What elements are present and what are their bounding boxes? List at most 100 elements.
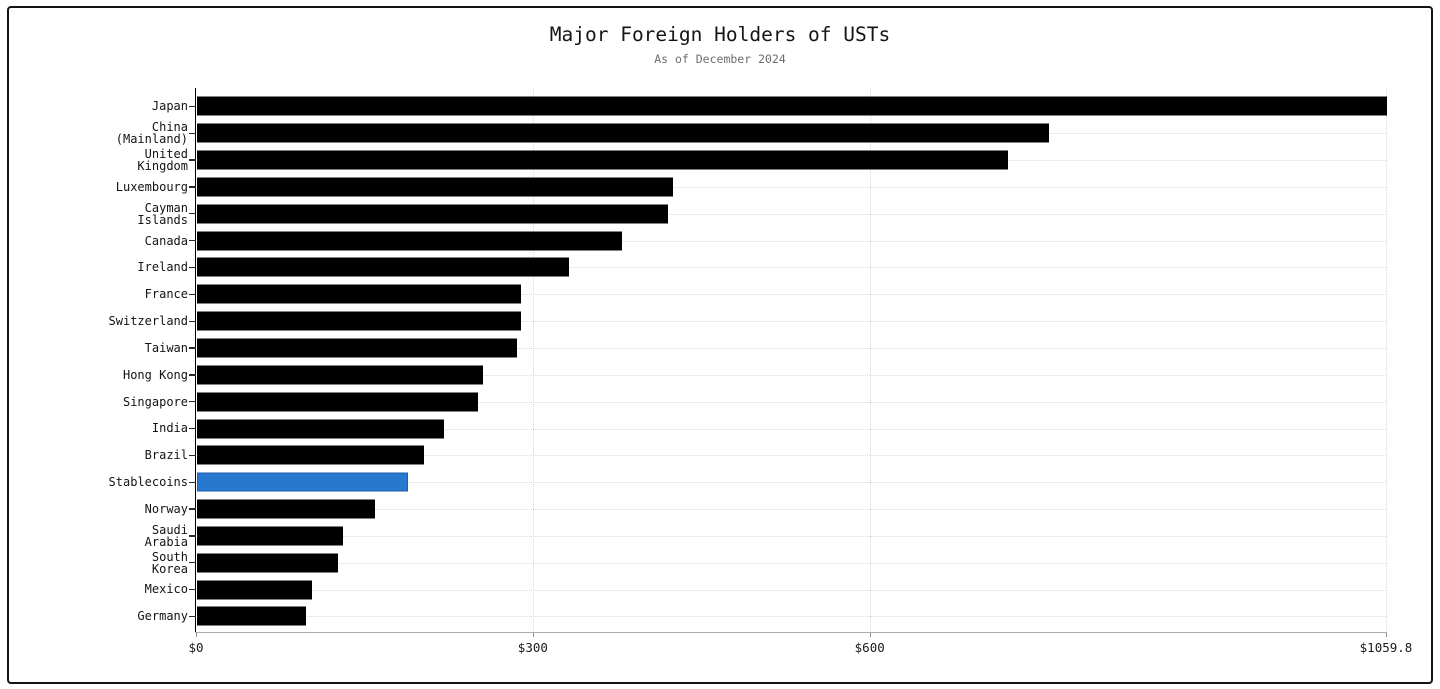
- bar-saudi-arabia: [197, 526, 343, 546]
- bar-norway: [197, 499, 375, 519]
- bar-row: Hong Kong: [0, 361, 1440, 388]
- gridline-horizontal: [197, 482, 1386, 484]
- bar-china-mainland: [197, 123, 1050, 143]
- bar-row: Germany: [0, 603, 1440, 630]
- y-tick-mark: [189, 562, 196, 564]
- bar-track: [196, 281, 1386, 308]
- y-tick-mark: [189, 266, 196, 269]
- y-tick-mark: [189, 615, 196, 618]
- x-axis-spine: [195, 632, 1387, 633]
- gridline-horizontal: [197, 374, 1386, 376]
- category-label: Switzerland: [108, 314, 188, 329]
- bar-track: [196, 335, 1386, 362]
- bar-row: Singapore: [0, 388, 1440, 415]
- bar-track: [196, 308, 1386, 335]
- bar-row: South Korea: [0, 549, 1440, 576]
- bar-row: Mexico: [0, 576, 1440, 603]
- bar-track: [196, 442, 1386, 469]
- category-label: Stablecoins: [108, 475, 188, 490]
- gridline-horizontal: [197, 562, 1386, 564]
- bar-row: Taiwan: [0, 335, 1440, 362]
- bar-south-korea: [197, 553, 338, 573]
- y-tick-mark: [189, 481, 196, 483]
- bar-track: [196, 576, 1386, 603]
- category-label: China (Mainland): [115, 120, 188, 147]
- gridline-horizontal: [197, 213, 1386, 215]
- x-tick-mark: [1386, 633, 1387, 637]
- bar-hong-kong: [197, 365, 484, 385]
- bar-row: Saudi Arabia: [0, 523, 1440, 550]
- gridline-horizontal: [197, 589, 1386, 591]
- category-label: Cayman Islands: [137, 200, 188, 227]
- bar-france: [197, 284, 522, 304]
- y-tick-mark: [189, 508, 196, 510]
- bar-row: Luxembourg: [0, 174, 1440, 201]
- bar-track: [196, 469, 1386, 496]
- bar-row: Japan: [0, 93, 1440, 120]
- bar-row: Stablecoins: [0, 469, 1440, 496]
- x-tick-label: $300: [517, 640, 548, 655]
- x-axis-ticks: $0 $300 $600 $1059.8: [188, 632, 1412, 666]
- bar-row: France: [0, 281, 1440, 308]
- gridline-vertical: [532, 88, 534, 633]
- bar-row: United Kingdom: [0, 147, 1440, 174]
- bar-row: Cayman Islands: [0, 200, 1440, 227]
- bar-singapore: [197, 392, 478, 412]
- bar-row: Norway: [0, 496, 1440, 523]
- bar-track: [196, 147, 1386, 174]
- y-tick-mark: [189, 320, 196, 322]
- bar-brazil: [197, 445, 424, 465]
- bar-ireland: [197, 257, 569, 277]
- y-tick-mark: [189, 454, 196, 457]
- x-tick-label: $0: [188, 640, 204, 655]
- vertical-gridlines: [196, 88, 1387, 633]
- gridline-horizontal: [197, 401, 1386, 403]
- y-axis-spine: [195, 88, 196, 633]
- gridline-horizontal: [197, 294, 1386, 296]
- gridline-horizontal: [197, 186, 1386, 188]
- bar-row: Ireland: [0, 254, 1440, 281]
- bar-track: [196, 200, 1386, 227]
- gridline-horizontal: [197, 509, 1386, 511]
- y-tick-mark: [189, 427, 196, 430]
- y-tick-mark: [189, 374, 196, 376]
- bar-row: China (Mainland): [0, 120, 1440, 147]
- x-tick-mark: [869, 633, 871, 637]
- bar-track: [196, 120, 1386, 147]
- bar-united-kingdom: [197, 150, 1009, 170]
- bar-mexico: [197, 580, 312, 600]
- y-tick-mark: [189, 105, 196, 108]
- category-label: Ireland: [137, 260, 188, 275]
- bar-row: Brazil: [0, 442, 1440, 469]
- bar-track: [196, 496, 1386, 523]
- gridline-horizontal: [197, 535, 1386, 537]
- gridline-horizontal: [197, 240, 1386, 242]
- bar-cayman-islands: [197, 204, 669, 224]
- category-label: Canada: [144, 233, 188, 248]
- category-label: France: [144, 287, 188, 302]
- x-tick-label: $600: [854, 640, 885, 655]
- category-label: Japan: [151, 99, 188, 114]
- category-label: Singapore: [122, 394, 188, 409]
- category-label: Hong Kong: [122, 367, 188, 382]
- bar-track: [196, 415, 1386, 442]
- y-tick-mark: [189, 132, 196, 134]
- chart-subtitle: As of December 2024: [654, 52, 786, 66]
- bar-row: Switzerland: [0, 308, 1440, 335]
- bar-rows: Japan China (Mainland) United Kingdom Luxem…: [0, 93, 1440, 630]
- gridline-horizontal: [197, 616, 1386, 618]
- bar-india: [197, 419, 444, 439]
- gridline-horizontal: [197, 455, 1386, 457]
- bar-track: [196, 361, 1386, 388]
- bar-track: [196, 254, 1386, 281]
- x-tick-mark: [532, 633, 534, 637]
- category-label: Mexico: [144, 582, 188, 597]
- bar-track: [196, 174, 1386, 201]
- gridline-vertical: [869, 88, 871, 633]
- gridline-horizontal: [197, 348, 1386, 350]
- y-tick-mark: [189, 159, 196, 161]
- y-tick-mark: [189, 213, 196, 215]
- category-label: Norway: [144, 501, 188, 516]
- y-tick-mark: [189, 535, 196, 537]
